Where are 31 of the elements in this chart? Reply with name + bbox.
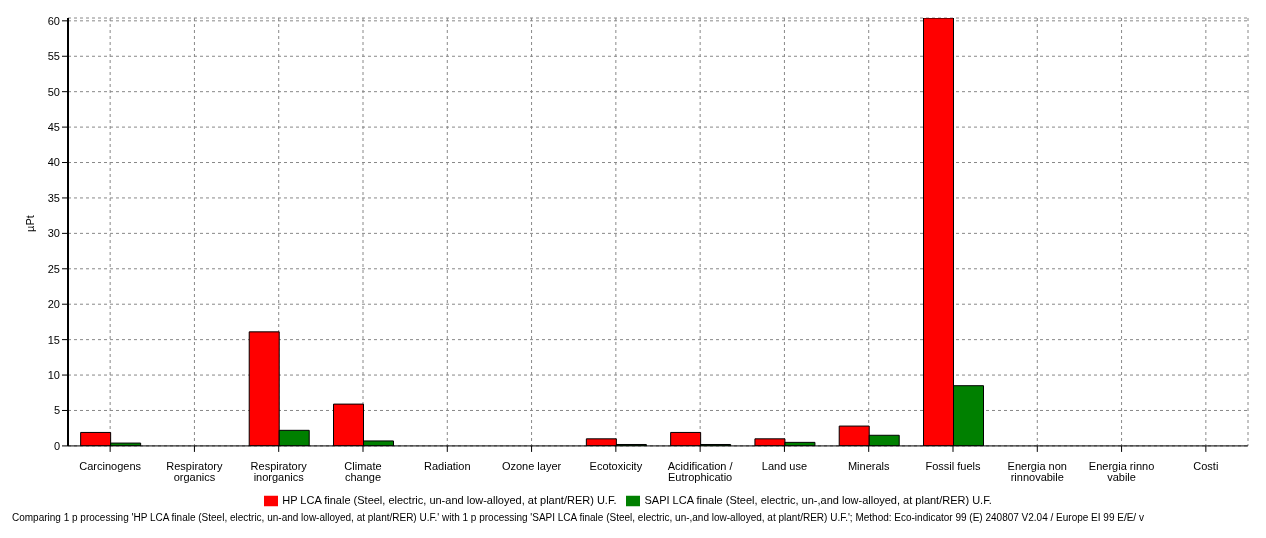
x-tick-label: Respiratory organics [166,459,224,483]
legend-label: SAPI LCA finale (Steel, electric, un-,and low-alloyed, at plant/RER) U.F. [644,493,992,506]
y-axis-title: µPt [23,215,36,232]
y-tick-label: 0 [53,439,60,452]
y-tick-label: 45 [47,121,60,134]
x-tick-label: Climate change [344,459,382,483]
y-tick-label: 50 [47,85,60,98]
y-tick-label: 10 [47,368,60,381]
x-tick-label: Costi [1193,459,1219,472]
y-tick-label: 5 [53,404,60,417]
y-tick-label: 25 [47,262,60,275]
x-tick-label: Minerals [847,459,890,472]
y-tick-label: 55 [47,50,60,63]
y-tick-label: 40 [47,156,60,169]
y-tick-label: 60 [47,14,60,27]
x-tick-label: Energia rinno vabile [1088,459,1155,483]
x-tick-label: Land use [761,459,808,472]
y-tick-label: 15 [47,333,60,346]
x-tick-label: Radiation [424,459,471,472]
y-tick-label: 20 [47,298,60,311]
x-tick-label: Carcinogens [79,459,142,472]
x-tick-label: Ozone layer [501,459,562,472]
text: Comparing 1 p processing 'HP LCA finale (Steel, electric, un-and low-alloyed, at plant/RER) U.F.' with 1 p processing 'SAPI LCA finale (Steel, electric, un-,and low-alloyed, at plant/RER) U.F.'; Method: Eco-indicator 99 (E) 240807 V2.04 / Europe EI 99 E/E/ v [11,512,1145,523]
y-tick-label: 35 [47,191,60,204]
x-tick-label: Fossil fuels [925,459,981,472]
x-tick-label: Ecotoxicity [589,459,643,472]
legend-label: HP LCA finale (Steel, electric, un-and low-alloyed, at plant/RER) U.F. [282,493,617,506]
x-tick-label: Acidification / Eutrophicatio [667,459,734,483]
y-tick-label: 30 [47,227,60,240]
x-tick-label: Energia non rinnovabile [1007,459,1067,483]
x-tick-label: Respiratory inorganics [250,459,308,483]
